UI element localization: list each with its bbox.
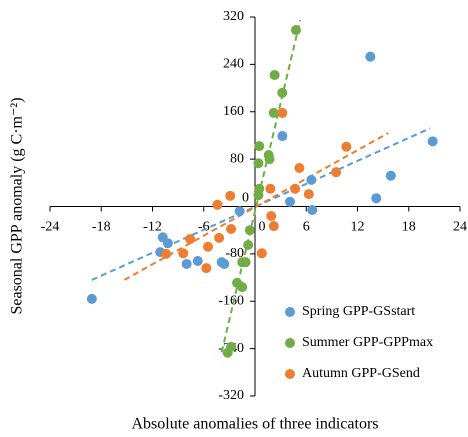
point [385,170,396,181]
point [86,293,97,304]
x-tick-label: -12 [143,220,162,235]
x-tick-label: 12 [351,220,365,235]
point [254,141,265,152]
point [203,241,214,252]
y-tick-label: 0 [242,191,249,206]
y-axis-title: Seasonal GPP anomaly (g C·m⁻²) [9,97,26,314]
legend-marker [285,338,295,348]
point [161,248,172,259]
point [290,183,301,194]
point [277,87,288,98]
x-axis-title: Absolute anomalies of three indicators [131,416,378,433]
point [214,232,225,243]
x-tick-label: 18 [402,220,416,235]
y-tick-label: 320 [223,9,244,24]
point [185,234,196,245]
point [253,190,264,201]
point [192,255,203,266]
legend-marker [285,369,295,379]
point [303,189,314,200]
y-tick-label: -320 [218,388,244,403]
point [201,263,212,274]
point [371,193,382,204]
x-tick-label: -24 [41,220,60,235]
point [266,210,277,221]
point [219,258,230,269]
x-tick-label: 6 [303,220,310,235]
x-tick-label: -18 [92,220,111,235]
point [181,258,192,269]
point [234,206,245,217]
x-tick-label: 24 [453,220,467,235]
point [253,158,264,169]
legend-marker [285,307,295,317]
point [306,174,317,185]
point [212,199,223,210]
point [244,225,255,236]
point [237,282,248,293]
point [162,238,173,249]
point [222,347,233,358]
trendline [91,127,431,281]
point [291,25,301,36]
y-tick-label: -80 [225,246,244,261]
y-tick-label: -160 [218,293,244,308]
point [264,154,275,165]
point [307,205,318,216]
point [294,163,305,174]
point [427,136,438,147]
point [256,248,267,259]
point [341,141,352,152]
y-tick-label: 160 [223,104,244,119]
y-tick-label: 240 [223,57,244,72]
legend-label: Spring GPP-GSstart [302,304,415,319]
point [268,107,279,118]
point [331,167,342,178]
point [226,224,237,235]
point [265,183,276,194]
x-tick-label: -6 [198,220,210,235]
point [268,221,279,232]
point [269,70,280,81]
y-tick-label: 80 [230,151,244,166]
point [365,51,376,62]
x-tick-label: 0 [259,220,266,235]
point [243,239,254,250]
point [277,131,288,142]
point [277,107,288,118]
point [178,248,189,259]
legend-label: Autumn GPP-GSend [302,366,420,381]
point [225,190,236,201]
legend-label: Summer GPP-GPPmax [302,335,433,350]
point [285,196,296,207]
point [237,257,248,268]
